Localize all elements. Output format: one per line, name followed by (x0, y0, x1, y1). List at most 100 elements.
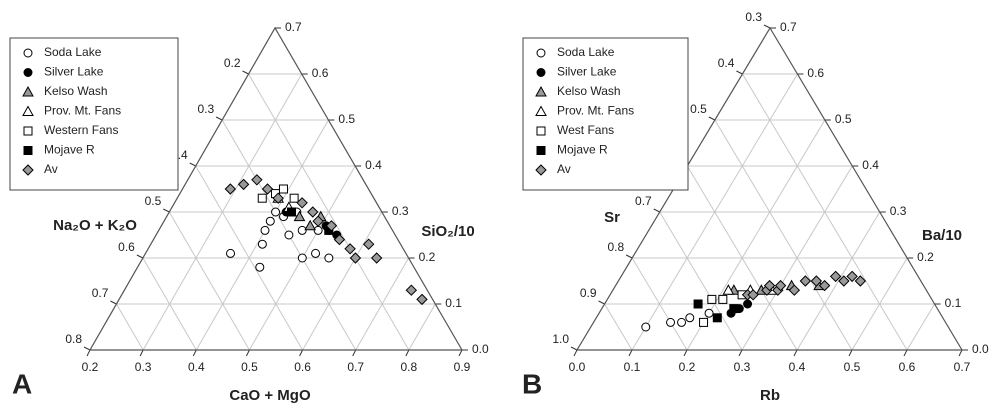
legend-box (522, 37, 689, 191)
tick-mark (86, 349, 91, 357)
tick-mark (736, 70, 743, 75)
right-tick-label: 0.0 (472, 342, 489, 356)
marker (226, 248, 236, 258)
grid-line (408, 303, 436, 351)
marker (297, 225, 307, 235)
marker (743, 299, 753, 309)
grid-line (302, 211, 383, 351)
bottom-tick-label: 0.5 (241, 360, 258, 374)
marker (829, 270, 842, 283)
marker (260, 225, 270, 235)
marker (289, 193, 299, 203)
ternary-chart: 0.2 0.3 0.4 0.5 0.6 0.7 0.8 0.90.0 0.1 0.2 0.3 0.4 0… (9, 20, 489, 404)
tick-mark (192, 349, 197, 357)
marker (718, 294, 728, 304)
bottom-tick-label: 0.9 (454, 360, 471, 374)
marker (747, 289, 759, 301)
tick-mark (139, 349, 144, 357)
tick-mark (708, 116, 716, 121)
left-tick-label: 0.8 (607, 240, 624, 254)
marker (296, 197, 308, 209)
legend-label: West Fans (557, 123, 614, 137)
legend-label: Av (44, 162, 58, 176)
marker (307, 206, 319, 218)
marker (722, 284, 735, 295)
left-tick-label: 0.4 (718, 56, 735, 70)
marker (344, 243, 356, 255)
left-tick-label: 0.5 (145, 194, 162, 208)
tick-mark (903, 349, 908, 357)
marker (313, 225, 323, 235)
left-tick-label: 0.6 (118, 240, 135, 254)
grid-line (248, 73, 410, 351)
right-tick-label: 0.3 (890, 204, 907, 218)
marker (535, 85, 547, 97)
grid-line (714, 119, 853, 351)
tick-mark (848, 349, 853, 357)
marker (707, 294, 717, 304)
grid (83, 27, 468, 357)
right-tick-label: 0.7 (285, 20, 302, 34)
marker (284, 230, 294, 240)
bottom-axis-label: Rb (760, 387, 780, 404)
marker (265, 216, 275, 226)
legend-label: Soda Lake (44, 45, 102, 59)
bottom-tick-label: 0.3 (734, 360, 751, 374)
marker (23, 48, 33, 58)
marker (22, 85, 34, 97)
tick-mark (299, 349, 304, 357)
right-tick-label: 0.7 (780, 20, 797, 34)
tick-mark (405, 349, 410, 357)
right-tick-label: 0.6 (807, 66, 824, 80)
marker (224, 183, 237, 195)
legend-label: Mojave R (557, 143, 608, 157)
data-points (224, 174, 428, 306)
bottom-tick-label: 0.0 (569, 360, 586, 374)
bottom-tick-label: 0.4 (188, 360, 205, 374)
triangle-frame (88, 26, 464, 351)
left-tick-label: 0.3 (745, 10, 762, 24)
legend-label: Kelso Wash (44, 84, 108, 98)
tick-mark (352, 349, 357, 357)
marker (23, 68, 33, 77)
panel-label: A (12, 368, 32, 399)
left-tick-label: 0.2 (224, 56, 241, 70)
marker (774, 279, 787, 292)
marker (271, 207, 281, 217)
marker (304, 219, 317, 231)
grid-line (115, 303, 144, 351)
marker (536, 68, 546, 77)
right-tick-label: 0.2 (917, 250, 934, 264)
right-tick-label: 0.1 (945, 296, 962, 310)
marker (677, 317, 687, 327)
marker (699, 317, 709, 327)
data-points (641, 270, 867, 332)
marker (370, 252, 383, 264)
grid-line (604, 303, 633, 351)
panel-label: B (522, 368, 542, 399)
marker (535, 164, 547, 176)
bottom-tick-label: 0.5 (844, 360, 861, 374)
marker (729, 304, 739, 314)
bottom-tick-label: 0.1 (624, 360, 641, 374)
tick-mark (245, 349, 250, 357)
grid-line (631, 257, 688, 351)
marker (23, 146, 33, 155)
tick-mark (136, 254, 144, 259)
tick-mark (215, 116, 223, 121)
tick-mark (83, 346, 91, 351)
marker (255, 262, 265, 272)
marker (693, 299, 703, 309)
right-tick-label: 0.0 (972, 342, 989, 356)
grid-line (906, 303, 936, 351)
grid-line (195, 119, 329, 351)
marker (237, 178, 250, 191)
marker (416, 293, 428, 306)
marker (278, 184, 288, 194)
left-tick-label: 0.7 (635, 194, 652, 208)
tick-mark (628, 349, 633, 357)
marker (22, 105, 34, 116)
marker (297, 253, 307, 263)
marker (641, 322, 651, 332)
